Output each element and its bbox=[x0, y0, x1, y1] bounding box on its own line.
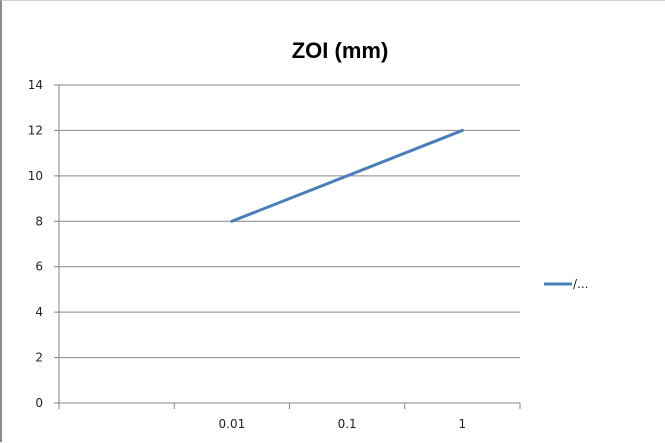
y-tick-label: 6 bbox=[35, 260, 43, 274]
y-tick-label: 8 bbox=[35, 214, 43, 228]
y-tick-label: 2 bbox=[35, 351, 43, 365]
x-tick-label: 1 bbox=[459, 417, 467, 431]
y-tick-label: 0 bbox=[35, 396, 43, 410]
axes: 0 2 4 6 8 10 12 14 0.01 0.1 1 bbox=[28, 78, 521, 431]
y-tick-label: 14 bbox=[28, 78, 43, 92]
gridlines bbox=[59, 84, 520, 359]
chart-title: ZOI (mm) bbox=[292, 38, 389, 63]
y-tick-label: 12 bbox=[28, 123, 43, 137]
series-line-0 bbox=[230, 128, 464, 223]
y-tick-label: 4 bbox=[35, 305, 43, 319]
legend-label: /... bbox=[573, 277, 589, 291]
legend: /... bbox=[544, 277, 589, 291]
series-layer bbox=[230, 128, 464, 223]
x-tick-label: 0.1 bbox=[338, 417, 357, 431]
x-tick-label: 0.01 bbox=[219, 417, 246, 431]
y-tick-label: 10 bbox=[28, 169, 43, 183]
